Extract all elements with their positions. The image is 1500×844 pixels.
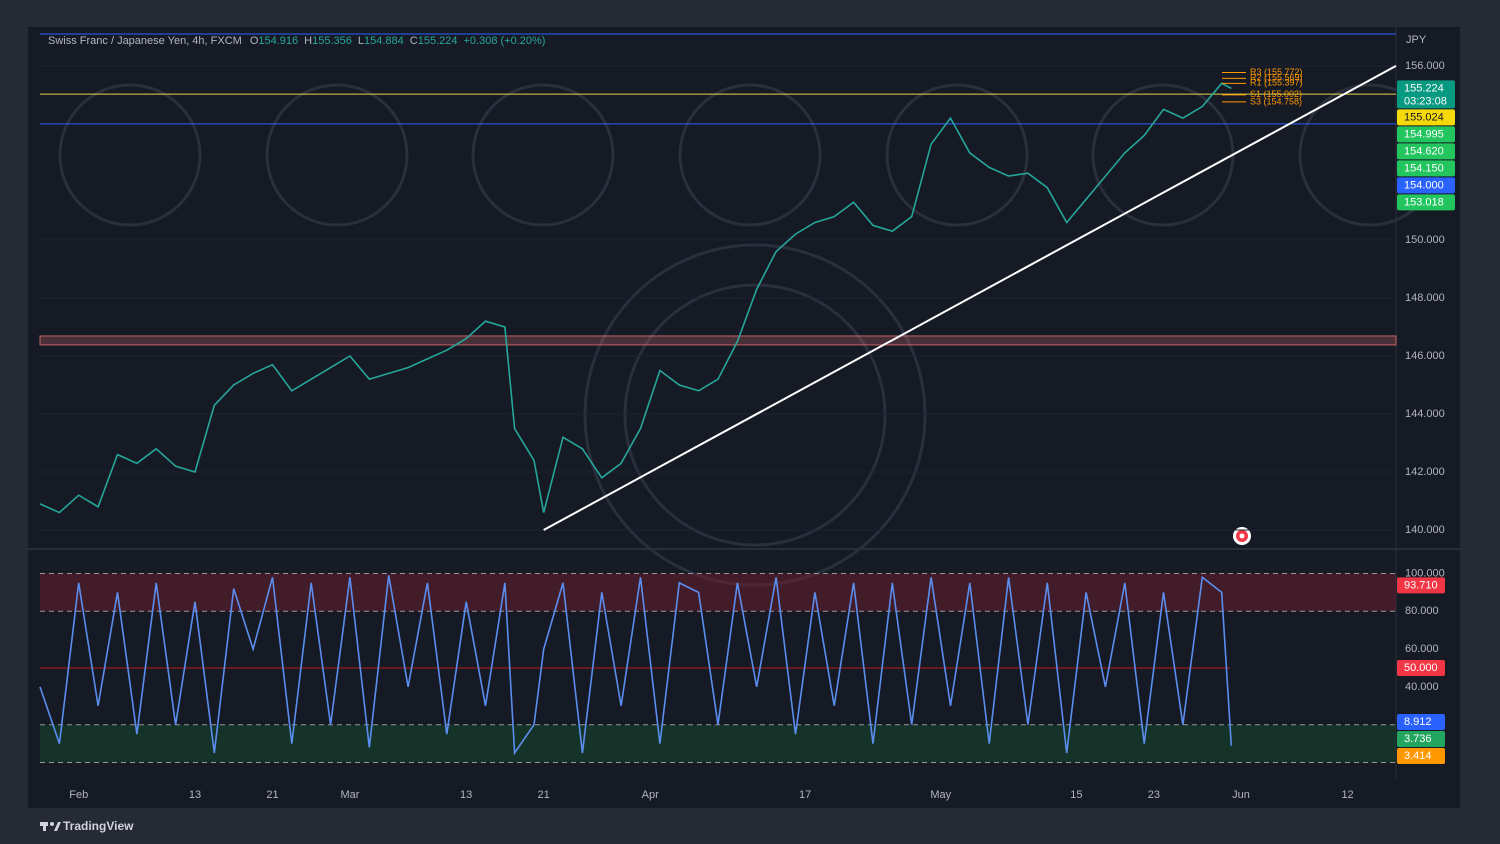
pivot-label: S3 (154.758) <box>1250 96 1302 106</box>
price-label-box <box>1397 194 1455 211</box>
price-label: 155.024 <box>1404 111 1444 123</box>
y-tick-label: 142.000 <box>1405 466 1445 478</box>
chart-panel <box>28 27 1460 808</box>
x-tick-label: 21 <box>538 789 550 801</box>
pivot-label: S1 (155.002) <box>1250 89 1302 99</box>
zone-band <box>40 573 1396 612</box>
pivot-label: R3 (155.772) <box>1250 67 1303 77</box>
brand: TradingView <box>63 819 134 833</box>
pivot-label: R2 (155.569) <box>1250 73 1303 83</box>
value-label: 50.000 <box>1404 662 1438 674</box>
ohlc-label: C <box>410 35 418 47</box>
ohlc-label: O <box>250 35 259 47</box>
x-tick-label: May <box>930 789 951 801</box>
x-tick-label: Feb <box>69 789 88 801</box>
x-tick-label: 17 <box>799 789 811 801</box>
y-tick-label: 146.000 <box>1405 350 1445 362</box>
currency-label: JPY <box>1406 34 1427 46</box>
price-label: 154.995 <box>1404 128 1444 140</box>
value-label-box <box>1397 659 1445 676</box>
ohlc-value: 155.356 <box>312 35 352 47</box>
y-tick-label: 150.000 <box>1405 234 1445 246</box>
price-label: 154.000 <box>1404 179 1444 191</box>
trendline <box>543 64 1397 531</box>
price-label: 153.018 <box>1404 196 1444 208</box>
price-label: 154.620 <box>1404 145 1444 157</box>
price-label-box <box>1397 160 1455 177</box>
pivot-label: R1 (155.397) <box>1250 78 1303 88</box>
value-label-box <box>1397 731 1445 748</box>
y-tick-label: 144.000 <box>1405 408 1445 420</box>
zone-band <box>40 724 1396 763</box>
price-change: +0.308 (+0.20%) <box>463 35 545 47</box>
x-tick-label: Mar <box>340 789 359 801</box>
ohlc-label: L <box>358 35 364 47</box>
data-line <box>39 82 1232 514</box>
price-label-box <box>1397 109 1455 126</box>
y-tick-label: 40.000 <box>1405 681 1439 693</box>
price-label-box <box>1397 80 1455 109</box>
value-label-box <box>1397 577 1445 594</box>
price-label: 154.150 <box>1404 162 1444 174</box>
value-label: 8.912 <box>1404 716 1432 728</box>
symbol-title: Swiss Franc / Japanese Yen, 4h, FXCM <box>48 35 242 47</box>
y-tick-label: 140.000 <box>1405 524 1445 536</box>
x-tick-label: 12 <box>1341 789 1353 801</box>
value-label-box <box>1397 714 1445 731</box>
price-label-box <box>1397 126 1455 143</box>
value-label: 3.736 <box>1404 733 1432 745</box>
ohlc-value: 155.224 <box>418 35 458 47</box>
ohlc-label: H <box>304 35 312 47</box>
data-line <box>39 575 1233 756</box>
chart-header: Swiss Franc / Japanese Yen, 4h, FXCM O154… <box>48 35 545 47</box>
price-label-box <box>1397 177 1455 194</box>
watermark <box>58 83 1442 587</box>
y-tick-label: 148.000 <box>1405 292 1445 304</box>
price-label: 155.224 <box>1404 82 1444 94</box>
x-tick-label: 13 <box>460 789 472 801</box>
tradingview-logo <box>40 822 61 831</box>
value-label: 3.414 <box>1404 750 1432 762</box>
y-tick-label: 156.000 <box>1405 60 1445 72</box>
price-label-box <box>1397 143 1455 160</box>
value-label: 93.710 <box>1404 579 1438 591</box>
ohlc-value: 154.884 <box>364 35 404 47</box>
countdown: 03:23:08 <box>1404 95 1447 107</box>
resistance-zone <box>39 335 1397 346</box>
ohlc-value: 154.916 <box>258 35 298 47</box>
y-tick-label: 80.000 <box>1405 605 1439 617</box>
replay-icon[interactable] <box>1233 527 1251 545</box>
y-tick-label: 60.000 <box>1405 643 1439 655</box>
x-tick-label: Jun <box>1232 789 1250 801</box>
y-tick-label: 100.000 <box>1405 567 1445 579</box>
x-tick-label: 15 <box>1070 789 1082 801</box>
x-tick-label: Apr <box>642 789 659 801</box>
x-tick-label: 23 <box>1148 789 1160 801</box>
value-label-box <box>1397 748 1445 765</box>
x-tick-label: 13 <box>189 789 201 801</box>
x-tick-label: 21 <box>266 789 278 801</box>
